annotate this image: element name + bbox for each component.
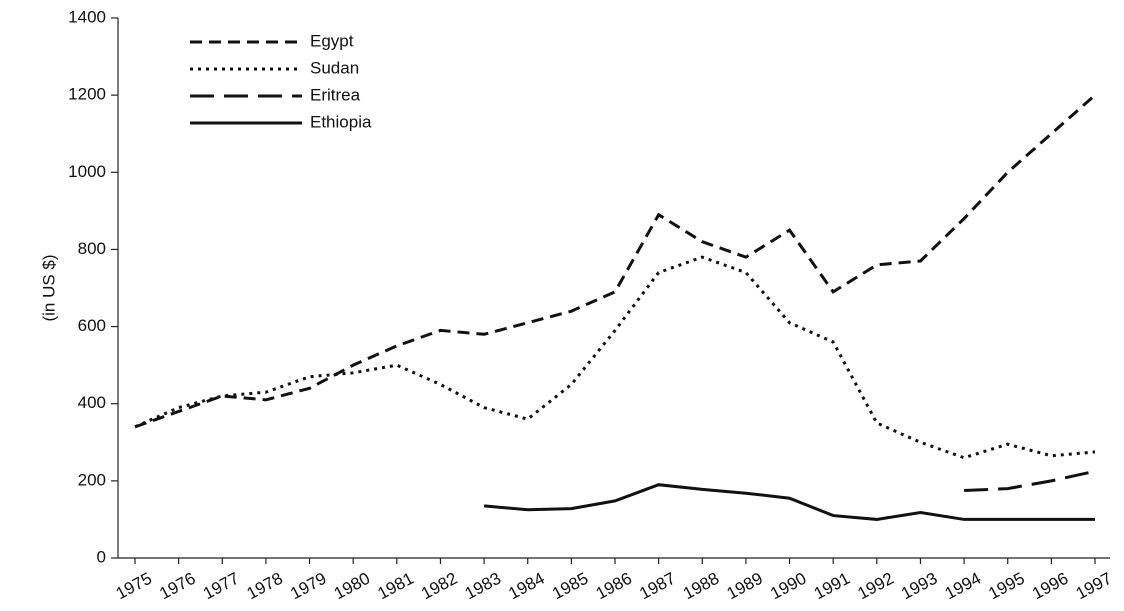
y-tick-label: 200: [78, 470, 106, 489]
y-tick-label: 400: [78, 393, 106, 412]
x-tick-label: 1994: [942, 569, 984, 604]
x-tick-label: 1992: [854, 569, 896, 604]
x-tick-label: 1993: [898, 569, 940, 604]
x-tick-label: 1997: [1073, 569, 1115, 604]
series-line: [134, 255, 1096, 460]
y-tick-label: 0: [97, 547, 106, 566]
x-tick-label: 1988: [680, 569, 722, 604]
y-tick-label: 800: [78, 239, 106, 258]
x-tick-label: 1976: [156, 569, 198, 604]
x-tick-label: 1986: [593, 569, 635, 604]
x-tick-label: 1979: [287, 569, 329, 604]
x-tick-label: 1987: [636, 569, 678, 604]
x-tick-label: 1982: [418, 569, 460, 604]
y-tick-label: 1000: [68, 162, 106, 181]
series-line: [483, 483, 1095, 521]
y-tick-label: 1400: [68, 7, 106, 26]
x-tick-label: 1995: [985, 569, 1027, 604]
legend-label: Ethiopia: [310, 112, 372, 131]
x-tick-label: 1996: [1029, 569, 1071, 604]
x-tick-label: 1975: [113, 569, 155, 604]
legend-label: Sudan: [310, 58, 359, 77]
x-tick-label: 1990: [767, 569, 809, 604]
x-tick-label: 1991: [811, 569, 853, 604]
legend-label: Eritrea: [310, 85, 361, 104]
x-tick-label: 1989: [724, 569, 766, 604]
x-tick-label: 1977: [200, 569, 242, 604]
series-line: [964, 469, 1096, 492]
x-tick-label: 1983: [462, 569, 504, 604]
series-line: [134, 94, 1096, 429]
x-tick-label: 1984: [505, 569, 547, 604]
y-tick-label: 600: [78, 316, 106, 335]
x-tick-label: 1985: [549, 569, 591, 604]
x-tick-label: 1981: [374, 569, 416, 604]
y-axis-label: (in US $): [39, 254, 58, 321]
legend-label: Egypt: [310, 31, 354, 50]
y-tick-label: 1200: [68, 85, 106, 104]
x-tick-label: 1980: [331, 569, 373, 604]
x-tick-label: 1978: [244, 569, 286, 604]
